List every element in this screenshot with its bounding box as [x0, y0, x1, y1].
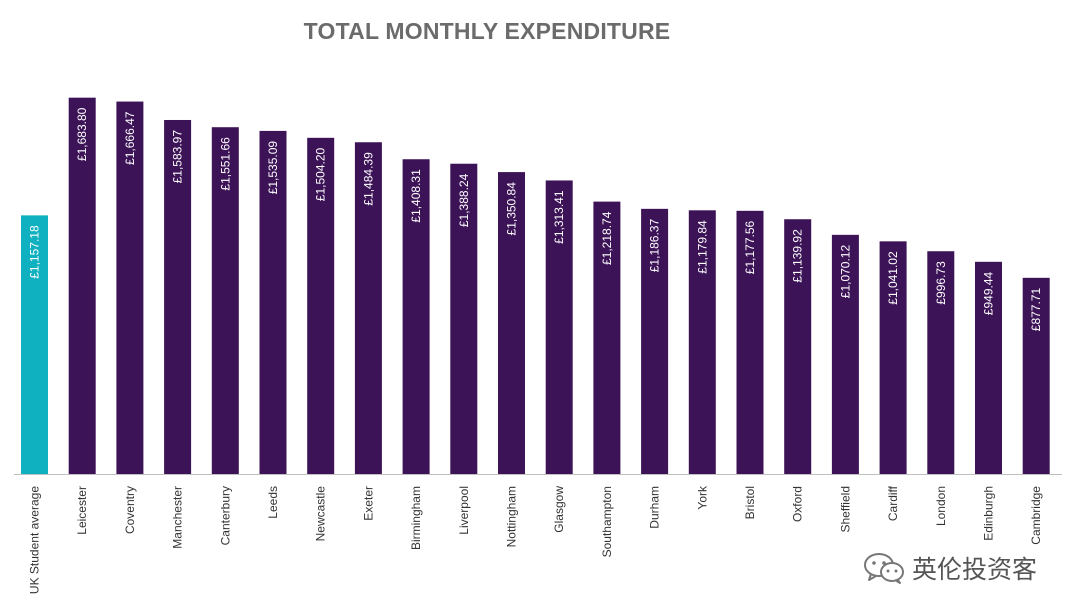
bar-glasgow	[545, 180, 573, 474]
data-label: £1,177.56	[743, 220, 757, 274]
bar-bristol	[736, 210, 764, 474]
x-tick-label: Durham	[648, 486, 662, 529]
bar-nottingham	[498, 172, 525, 474]
x-tick-label: Oxford	[791, 486, 805, 522]
watermark: 英伦投资客	[862, 548, 1037, 588]
bar-canterbury	[211, 127, 239, 475]
data-label: £1,041.02	[886, 251, 900, 305]
data-label: £1,179.84	[695, 220, 709, 274]
x-tick-label: Coventry	[123, 486, 137, 534]
bar-southampton	[593, 201, 621, 474]
x-tick-label: York	[695, 485, 709, 510]
bar-edinburgh	[975, 261, 1002, 474]
chart-title: TOTAL MONTHLY EXPENDITURE	[303, 18, 671, 44]
x-tick-label: Manchester	[171, 486, 185, 549]
x-tick-label: London	[934, 486, 948, 526]
bar-birmingham	[402, 159, 430, 474]
x-tick-label: Cambridge	[1029, 486, 1043, 545]
bar-exeter	[354, 142, 382, 474]
x-tick-label: Leicester	[75, 486, 89, 535]
x-tick-label: UK Student average	[28, 486, 42, 594]
bar-leicester	[68, 97, 96, 474]
data-label: £996.73	[934, 261, 948, 305]
data-label: £1,218.74	[600, 211, 614, 265]
x-tick-label: Exeter	[361, 486, 375, 521]
bar-uk-student-average	[21, 215, 48, 474]
bar-coventry	[116, 101, 144, 475]
data-label: £1,535.09	[266, 141, 280, 195]
bar-cambridge	[1022, 277, 1050, 474]
bar-newcastle	[307, 137, 335, 475]
data-label: £1,186.37	[648, 219, 662, 273]
bar-leeds	[259, 130, 287, 474]
data-label: £1,139.92	[791, 229, 805, 283]
x-tick-label: Canterbury	[218, 486, 232, 545]
data-label: £949.44	[982, 271, 996, 315]
x-tick-label: Birmingham	[409, 486, 423, 550]
data-label: £1,683.80	[75, 107, 89, 161]
x-tick-label: Bristol	[743, 486, 757, 519]
x-tick-label: Cardiff	[886, 485, 900, 521]
x-tick-label: Nottingham	[505, 486, 519, 547]
data-label: £1,583.97	[171, 130, 185, 184]
x-tick-label: Leeds	[266, 486, 280, 519]
data-label: £1,157.18	[28, 225, 42, 279]
data-label: £1,070.12	[838, 245, 852, 299]
data-label: £1,388.24	[457, 173, 471, 227]
watermark-text: 英伦投资客	[912, 555, 1038, 584]
x-tick-label: Southampton	[600, 486, 614, 557]
data-label: £877.71	[1029, 288, 1043, 332]
x-tick-label: Glasgow	[552, 486, 566, 533]
bar-sheffield	[831, 234, 859, 474]
data-label: £1,504.20	[314, 147, 328, 201]
x-tick-label: Sheffield	[838, 486, 852, 532]
x-tick-label: Liverpool	[457, 486, 471, 535]
data-label: £1,484.39	[361, 152, 375, 206]
bar-cardiff	[879, 241, 907, 474]
bar-london	[927, 251, 955, 474]
bar-liverpool	[450, 163, 478, 474]
data-label: £1,551.66	[218, 137, 232, 191]
bar-manchester	[164, 119, 192, 475]
bar-durham	[641, 208, 669, 474]
data-label: £1,408.31	[409, 169, 423, 223]
data-label: £1,350.84	[505, 182, 519, 236]
x-tick-label: Edinburgh	[982, 486, 996, 541]
data-label: £1,666.47	[123, 111, 137, 165]
bar-oxford	[784, 219, 812, 474]
x-tick-label: Newcastle	[314, 486, 328, 542]
data-label: £1,313.41	[552, 190, 566, 244]
wechat-icon	[864, 553, 904, 584]
bar-york	[688, 210, 716, 474]
